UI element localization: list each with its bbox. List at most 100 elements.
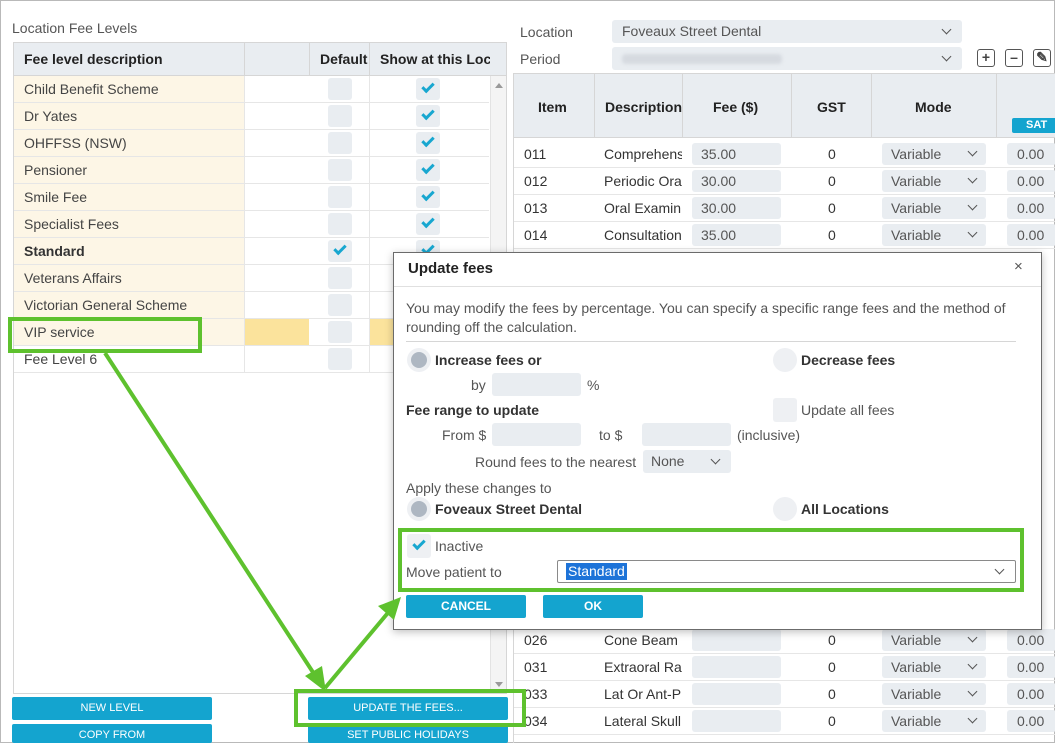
show-at-location-checkbox[interactable]	[416, 186, 440, 208]
period-select[interactable]	[612, 47, 962, 70]
percentage-input[interactable]	[492, 373, 581, 396]
default-checkbox[interactable]	[328, 294, 352, 316]
ok-button[interactable]: OK	[543, 595, 643, 618]
fee-item-row[interactable]: 014 Consultation 35.00 0 Variable 0.00	[514, 222, 1055, 249]
default-checkbox[interactable]	[328, 159, 352, 181]
mode-select[interactable]: Variable	[882, 710, 986, 732]
from-amount-input[interactable]	[492, 423, 581, 446]
fee-item-row[interactable]: 011 Comprehens 35.00 0 Variable 0.00	[514, 141, 1055, 168]
mode-select[interactable]: Variable	[882, 197, 986, 219]
sat-fee-input[interactable]: 0.00	[1007, 683, 1055, 705]
sat-fee-input[interactable]: 0.00	[1007, 656, 1055, 678]
chevron-down-icon	[941, 51, 952, 62]
fee-level-row[interactable]: OHFFSS (NSW)	[14, 130, 489, 157]
fee-level-row[interactable]: Dr Yates	[14, 103, 489, 130]
location-select[interactable]: Foveaux Street Dental	[612, 20, 962, 43]
fee-item-row[interactable]: 026 Cone Beam V 0 Variable 0.00	[514, 627, 1055, 654]
mode-value: Variable	[891, 146, 942, 162]
decrease-fees-radio[interactable]	[773, 348, 797, 372]
remove-period-icon[interactable]: –	[1005, 49, 1023, 67]
default-checkbox[interactable]	[328, 105, 352, 127]
sat-fee-input[interactable]: 0.00	[1007, 170, 1055, 192]
fee-level-row[interactable]: Child Benefit Scheme	[14, 76, 489, 103]
this-location-radio[interactable]	[407, 497, 431, 521]
col-show-at-location[interactable]: Show at this Loca	[380, 51, 490, 67]
show-at-location-checkbox[interactable]	[416, 159, 440, 181]
fee-item-row[interactable]: 013 Oral Examin 30.00 0 Variable 0.00	[514, 195, 1055, 222]
sat-fee-input[interactable]: 0.00	[1007, 143, 1055, 165]
show-at-location-checkbox[interactable]	[416, 213, 440, 235]
sat-day-badge[interactable]: SAT	[1012, 118, 1055, 133]
new-level-button[interactable]: NEW LEVEL	[12, 697, 212, 720]
default-checkbox[interactable]	[328, 240, 352, 262]
fee-level-row[interactable]: Smile Fee	[14, 184, 489, 211]
mode-select[interactable]: Variable	[882, 224, 986, 246]
default-checkbox[interactable]	[328, 132, 352, 154]
mode-select[interactable]: Variable	[882, 683, 986, 705]
mode-select[interactable]: Variable	[882, 656, 986, 678]
fee-level-row[interactable]: Specialist Fees	[14, 211, 489, 238]
fee-input[interactable]: 35.00	[692, 143, 781, 165]
mode-select[interactable]: Variable	[882, 629, 986, 651]
scroll-down-arrow-icon[interactable]	[495, 682, 503, 687]
add-period-icon[interactable]: +	[977, 49, 995, 67]
inactive-label: Inactive	[435, 538, 484, 554]
default-checkbox[interactable]	[328, 213, 352, 235]
copy-from-button[interactable]: COPY FROM	[12, 724, 212, 743]
fee-input[interactable]	[692, 710, 781, 732]
col-gst[interactable]: GST	[817, 99, 846, 115]
col-mode[interactable]: Mode	[915, 99, 952, 115]
fee-input[interactable]	[692, 683, 781, 705]
fee-level-row[interactable]: Standard	[14, 238, 489, 265]
cancel-button[interactable]: CANCEL	[406, 595, 526, 618]
default-checkbox[interactable]	[328, 186, 352, 208]
default-checkbox[interactable]	[328, 267, 352, 289]
fee-item-row[interactable]: 012 Periodic Ora 30.00 0 Variable 0.00	[514, 168, 1055, 195]
gst-value: 0	[828, 146, 836, 162]
move-patient-select[interactable]: Standard	[557, 560, 1016, 583]
col-item[interactable]: Item	[538, 99, 567, 115]
round-fees-select[interactable]: None	[643, 450, 731, 473]
location-fee-levels-title: Location Fee Levels	[12, 20, 138, 36]
fee-level-row[interactable]: VIP service	[14, 319, 489, 346]
mode-value: Variable	[891, 686, 942, 702]
sat-fee-input[interactable]: 0.00	[1007, 224, 1055, 246]
col-fee-level-description[interactable]: Fee level description	[24, 51, 163, 67]
sat-fee-input[interactable]: 0.00	[1007, 710, 1055, 732]
show-at-location-checkbox[interactable]	[416, 132, 440, 154]
all-locations-radio[interactable]	[773, 497, 797, 521]
update-the-fees-button[interactable]: UPDATE THE FEES...	[308, 697, 508, 720]
fee-input[interactable]: 30.00	[692, 170, 781, 192]
default-checkbox[interactable]	[328, 321, 352, 343]
close-icon[interactable]: ×	[1014, 258, 1023, 275]
sat-fee-input[interactable]: 0.00	[1007, 629, 1055, 651]
to-amount-input[interactable]	[642, 423, 731, 446]
col-default[interactable]: Default	[320, 51, 368, 67]
edit-period-icon[interactable]: ✎	[1033, 49, 1051, 67]
increase-fees-radio[interactable]	[407, 348, 431, 372]
fee-item-row[interactable]: 033 Lat Or Ant-P 0 Variable 0.00	[514, 681, 1055, 708]
fee-level-row[interactable]: Veterans Affairs	[14, 265, 489, 292]
fee-level-row[interactable]: Pensioner	[14, 157, 489, 184]
mode-select[interactable]: Variable	[882, 170, 986, 192]
col-fee[interactable]: Fee ($)	[713, 99, 759, 115]
default-checkbox[interactable]	[328, 78, 352, 100]
scroll-up-arrow-icon[interactable]	[495, 83, 503, 88]
fee-item-row[interactable]: 034 Lateral Skull 0 Variable 0.00	[514, 708, 1055, 735]
fee-input[interactable]	[692, 656, 781, 678]
inactive-checkbox[interactable]	[407, 534, 431, 558]
show-at-location-checkbox[interactable]	[416, 105, 440, 127]
fee-item-row[interactable]: 031 Extraoral Ra 0 Variable 0.00	[514, 654, 1055, 681]
inactive-section-highlight	[398, 528, 1024, 592]
update-all-fees-checkbox[interactable]	[773, 398, 797, 422]
mode-select[interactable]: Variable	[882, 143, 986, 165]
default-checkbox[interactable]	[328, 348, 352, 370]
col-description[interactable]: Description	[605, 99, 683, 115]
fee-input[interactable]: 35.00	[692, 224, 781, 246]
fee-input[interactable]	[692, 629, 781, 651]
sat-fee-input[interactable]: 0.00	[1007, 197, 1055, 219]
set-public-holidays-button[interactable]: SET PUBLIC HOLIDAYS	[308, 724, 508, 743]
fee-input[interactable]: 30.00	[692, 197, 781, 219]
chevron-down-icon	[967, 632, 978, 643]
show-at-location-checkbox[interactable]	[416, 78, 440, 100]
